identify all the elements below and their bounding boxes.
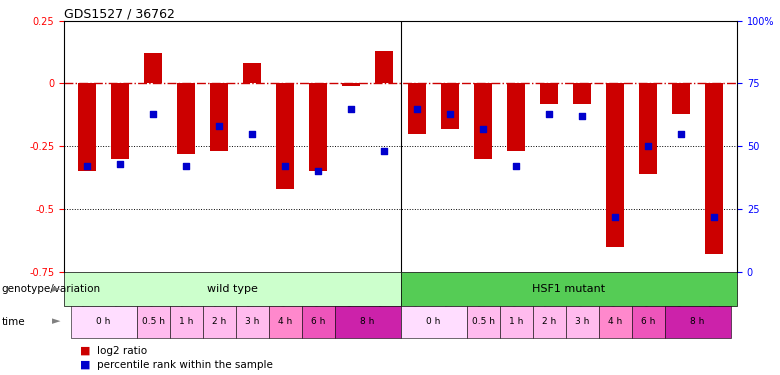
Bar bbox=[639, 84, 657, 174]
Bar bbox=[632, 306, 665, 338]
Bar bbox=[408, 84, 426, 134]
Text: 6 h: 6 h bbox=[641, 317, 655, 326]
Text: 6 h: 6 h bbox=[311, 317, 325, 326]
Point bbox=[180, 164, 193, 170]
Bar bbox=[276, 84, 294, 189]
Text: 4 h: 4 h bbox=[608, 317, 622, 326]
Point bbox=[477, 126, 489, 132]
Bar bbox=[441, 84, 459, 129]
Bar bbox=[169, 306, 203, 338]
Text: 8 h: 8 h bbox=[360, 317, 374, 326]
Bar bbox=[665, 306, 731, 338]
Text: percentile rank within the sample: percentile rank within the sample bbox=[97, 360, 272, 369]
Bar bbox=[136, 306, 169, 338]
Text: GDS1527 / 36762: GDS1527 / 36762 bbox=[64, 8, 175, 21]
Point bbox=[213, 123, 225, 129]
Bar bbox=[268, 306, 302, 338]
Text: 0 h: 0 h bbox=[427, 317, 441, 326]
Text: 0.5 h: 0.5 h bbox=[141, 317, 165, 326]
Point bbox=[378, 148, 390, 154]
Point bbox=[278, 164, 291, 170]
Bar bbox=[236, 306, 268, 338]
Text: HSF1 mutant: HSF1 mutant bbox=[532, 284, 605, 294]
Text: 1 h: 1 h bbox=[509, 317, 523, 326]
Text: time: time bbox=[2, 316, 25, 327]
Text: 0.5 h: 0.5 h bbox=[472, 317, 495, 326]
Bar bbox=[705, 84, 723, 254]
Point bbox=[444, 111, 456, 117]
Text: 3 h: 3 h bbox=[245, 317, 259, 326]
Point bbox=[246, 131, 258, 137]
Bar bbox=[111, 84, 129, 159]
Point bbox=[608, 214, 621, 220]
Bar bbox=[203, 306, 236, 338]
Bar bbox=[401, 306, 466, 338]
Point bbox=[312, 168, 324, 174]
Bar bbox=[566, 306, 598, 338]
Bar bbox=[210, 84, 228, 151]
Bar bbox=[401, 272, 737, 306]
Bar bbox=[540, 84, 558, 104]
Point bbox=[675, 131, 687, 137]
Text: 3 h: 3 h bbox=[575, 317, 589, 326]
Bar bbox=[466, 306, 499, 338]
Text: 1 h: 1 h bbox=[179, 317, 193, 326]
Text: ►: ► bbox=[51, 316, 60, 327]
Point bbox=[345, 106, 357, 112]
Text: 0 h: 0 h bbox=[97, 317, 111, 326]
Text: 4 h: 4 h bbox=[278, 317, 292, 326]
Bar bbox=[309, 84, 327, 171]
Text: ►: ► bbox=[51, 284, 60, 294]
Point bbox=[114, 161, 126, 167]
Point bbox=[510, 164, 523, 170]
Text: ■: ■ bbox=[80, 346, 90, 355]
Bar bbox=[533, 306, 566, 338]
Point bbox=[642, 143, 654, 149]
Point bbox=[81, 164, 94, 170]
Text: ■: ■ bbox=[80, 360, 90, 369]
Point bbox=[411, 106, 424, 112]
Text: genotype/variation: genotype/variation bbox=[2, 284, 101, 294]
Text: wild type: wild type bbox=[207, 284, 257, 294]
Text: 8 h: 8 h bbox=[690, 317, 704, 326]
Bar bbox=[672, 84, 690, 114]
Text: 2 h: 2 h bbox=[212, 317, 226, 326]
Bar bbox=[342, 84, 360, 86]
Bar bbox=[507, 84, 525, 151]
Point bbox=[543, 111, 555, 117]
Bar bbox=[144, 53, 162, 84]
Bar bbox=[375, 51, 393, 84]
Text: log2 ratio: log2 ratio bbox=[97, 346, 147, 355]
Bar bbox=[606, 84, 624, 247]
Bar bbox=[335, 306, 401, 338]
Bar bbox=[177, 84, 195, 154]
Bar bbox=[243, 63, 261, 84]
Bar bbox=[78, 84, 96, 171]
Point bbox=[147, 111, 159, 117]
Bar bbox=[598, 306, 632, 338]
Bar bbox=[302, 306, 335, 338]
Bar bbox=[499, 306, 533, 338]
Text: 2 h: 2 h bbox=[542, 317, 556, 326]
Bar bbox=[573, 84, 591, 104]
Point bbox=[707, 214, 720, 220]
Point bbox=[576, 113, 588, 119]
Bar bbox=[64, 272, 401, 306]
Bar bbox=[474, 84, 492, 159]
Bar bbox=[70, 306, 136, 338]
